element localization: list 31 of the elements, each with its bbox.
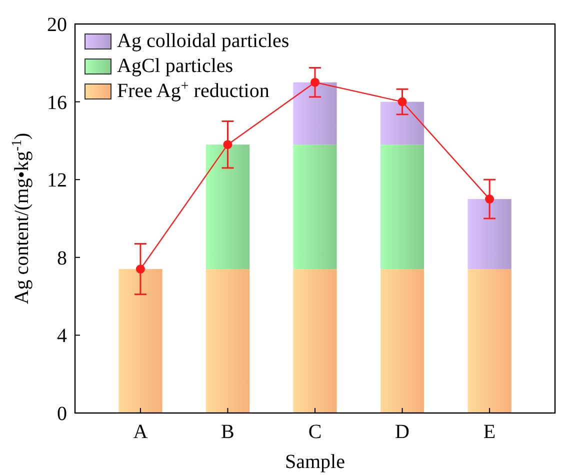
x-tick-label: C [308, 421, 322, 443]
legend-label: Ag colloidal particles [117, 30, 290, 52]
x-tick-label: B [221, 421, 234, 443]
y-tick-label: 20 [47, 14, 67, 36]
x-tick-label: D [395, 421, 410, 443]
point [485, 194, 494, 204]
point [223, 140, 232, 150]
bar [380, 102, 424, 145]
bar [293, 269, 337, 413]
bar [206, 144, 250, 270]
point [136, 264, 145, 274]
bar [293, 82, 337, 145]
y-tick-label: 4 [57, 325, 67, 348]
bar [206, 269, 250, 413]
bar [468, 199, 512, 270]
x-tick-label: A [133, 421, 148, 443]
legend-label: AgCl particles [117, 55, 234, 77]
bar [118, 269, 162, 413]
bar [468, 269, 512, 413]
bar [380, 269, 424, 413]
bar [380, 144, 424, 270]
x-tick-label: E [483, 421, 496, 443]
y-tick-label: 0 [57, 403, 67, 425]
y-tick-label: 12 [47, 170, 67, 192]
y-tick-label: 8 [57, 247, 67, 270]
point [310, 78, 320, 87]
point [398, 97, 407, 106]
y-tick-label: 16 [47, 92, 67, 114]
x-axis-title: Sample [285, 451, 346, 473]
bar [293, 144, 337, 270]
legend-label: Free Ag$^{+}$ reduction [117, 78, 270, 102]
